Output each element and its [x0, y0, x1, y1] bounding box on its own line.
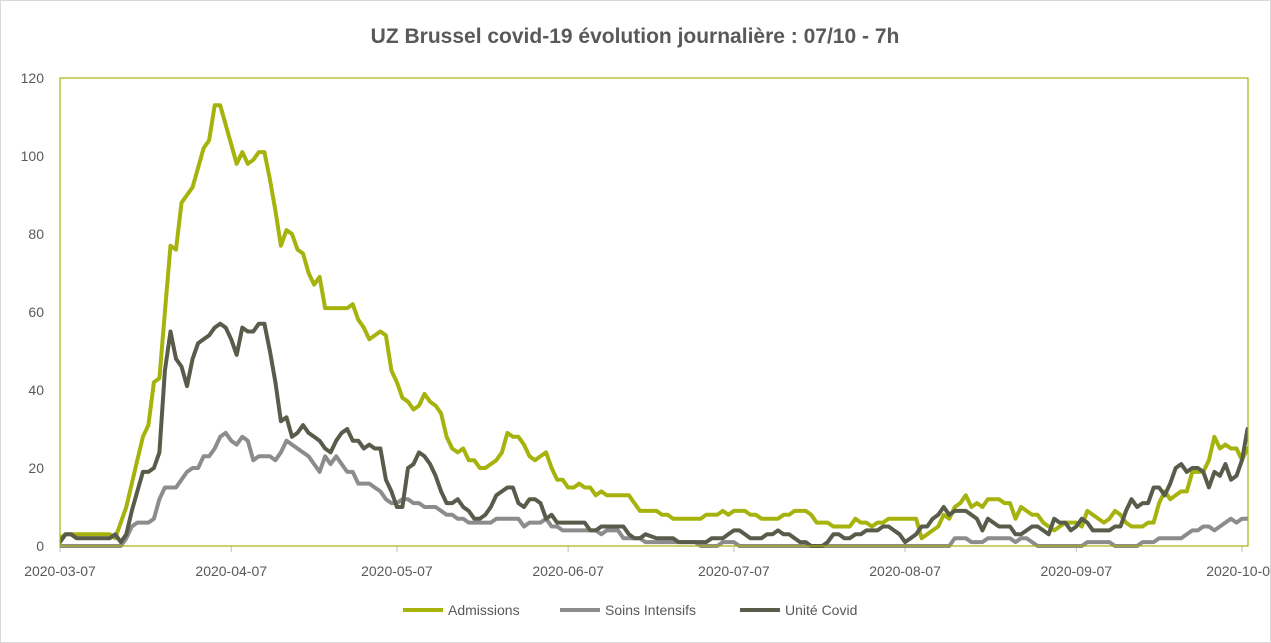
- y-tick-label: 0: [36, 538, 44, 554]
- x-tick-label: 2020-08-07: [869, 563, 941, 579]
- legend-label: Soins Intensifs: [605, 602, 696, 618]
- y-axis: 0 20 40 60 80 100 120: [21, 70, 45, 554]
- y-tick-label: 80: [28, 226, 44, 242]
- x-axis: 2020-03-07 2020-04-07 2020-05-07 2020-06-07…: [24, 545, 1271, 579]
- x-tick-label: 2020-09-07: [1040, 563, 1112, 579]
- y-tick-label: 20: [28, 460, 44, 476]
- x-tick-label: 2020-03-07: [24, 563, 96, 579]
- chart-title: UZ Brussel covid-19 évolution journalièr…: [371, 25, 900, 48]
- y-tick-label: 120: [21, 70, 45, 86]
- series-line-2: [60, 321, 1248, 548]
- x-tick-label: 2020-05-07: [361, 563, 433, 579]
- x-tick-label: 2020-10-07: [1206, 563, 1271, 579]
- y-tick-label: 40: [28, 382, 44, 398]
- plot-area: [59, 77, 1249, 547]
- x-tick-label: 2020-07-07: [698, 563, 770, 579]
- legend: Admissions Soins Intensifs Unité Covid: [403, 602, 857, 618]
- series-line-0: [60, 103, 1248, 541]
- legend-label: Unité Covid: [785, 602, 857, 618]
- x-tick-label: 2020-06-07: [532, 563, 604, 579]
- y-tick-label: 60: [28, 304, 44, 320]
- legend-label: Admissions: [448, 602, 520, 618]
- y-tick-label: 100: [21, 148, 45, 164]
- x-tick-label: 2020-04-07: [195, 563, 267, 579]
